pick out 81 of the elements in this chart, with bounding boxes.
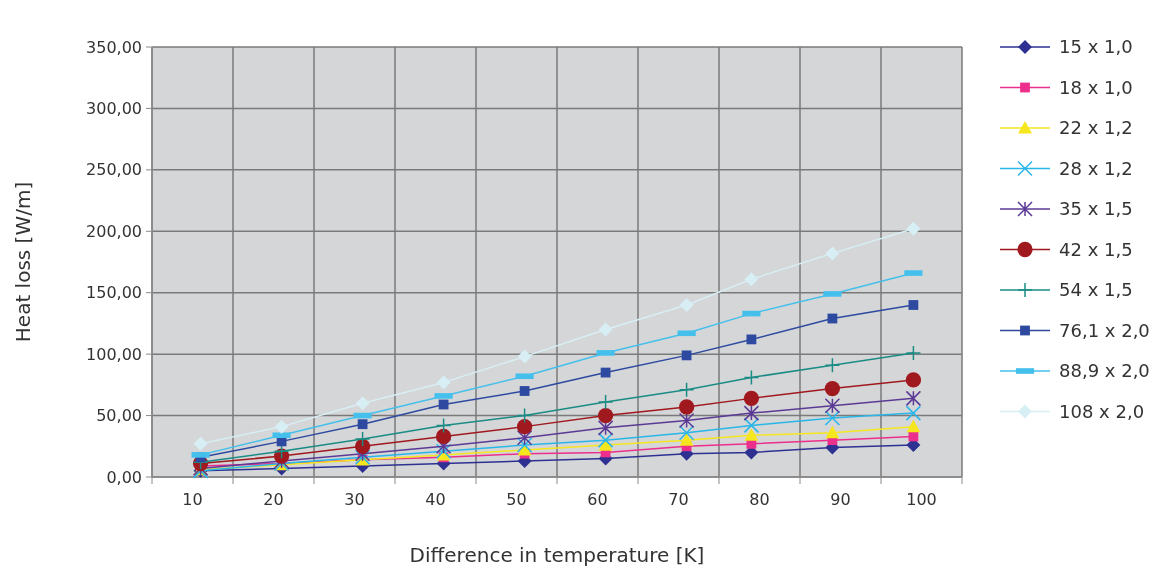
point xyxy=(435,417,452,434)
point xyxy=(597,394,614,410)
point xyxy=(516,429,533,446)
y-tick-label: 250,00 xyxy=(86,160,142,180)
point xyxy=(678,382,695,398)
y-axis-title: Heat loss [W/m] xyxy=(11,181,35,343)
point xyxy=(519,386,530,396)
point xyxy=(438,399,449,410)
legend-label: 42 x 1,5 xyxy=(1059,238,1133,260)
point xyxy=(436,375,451,390)
x-tick-label: 70 xyxy=(668,490,689,509)
x-tick-label: 100 xyxy=(906,490,937,509)
legend-label: 28 x 1,2 xyxy=(1059,157,1133,179)
legend-label: 88,9 x 2,0 xyxy=(1059,360,1150,382)
point xyxy=(274,419,289,434)
point xyxy=(679,298,694,312)
point xyxy=(743,405,760,421)
legend-label: 35 x 1,5 xyxy=(1059,198,1133,220)
point xyxy=(193,436,208,451)
x-tick-label: 90 xyxy=(830,490,851,509)
point xyxy=(744,272,759,287)
legend-label: 108 x 2,0 xyxy=(1059,400,1145,422)
point xyxy=(357,419,368,430)
point xyxy=(598,438,613,451)
y-tick-label: 50,00 xyxy=(96,406,142,426)
point xyxy=(678,425,695,441)
point xyxy=(355,396,370,411)
point xyxy=(681,350,692,361)
point xyxy=(516,407,533,424)
point xyxy=(824,357,841,373)
legend-label: 18 x 1,0 xyxy=(1059,76,1133,98)
point xyxy=(743,417,760,434)
point xyxy=(825,425,840,439)
point xyxy=(354,431,371,447)
y-tick-label: 300,00 xyxy=(86,99,142,119)
point xyxy=(517,349,532,364)
point xyxy=(600,367,611,378)
x-axis-title: Difference in temperature [K] xyxy=(409,543,705,567)
point xyxy=(908,300,919,310)
legend-label: 22 x 1,2 xyxy=(1059,117,1133,139)
point xyxy=(516,437,533,453)
point xyxy=(824,410,841,426)
y-tick-label: 0,00 xyxy=(106,467,142,487)
x-tick-label: 10 xyxy=(182,490,203,509)
point xyxy=(906,419,921,433)
y-tick-label: 200,00 xyxy=(86,221,142,241)
point xyxy=(744,428,759,441)
point xyxy=(354,438,371,454)
point xyxy=(597,420,614,436)
point xyxy=(824,380,841,397)
point xyxy=(598,322,613,337)
y-tick-label: 100,00 xyxy=(86,344,142,364)
y-tick-label: 150,00 xyxy=(86,283,142,303)
point xyxy=(597,432,614,448)
x-tick-label: 80 xyxy=(749,490,770,509)
x-tick-label: 20 xyxy=(263,490,284,509)
point xyxy=(906,221,921,236)
point xyxy=(905,345,922,361)
x-tick-label: 50 xyxy=(506,490,527,509)
legend-label: 76,1 x 2,0 xyxy=(1059,319,1150,341)
point xyxy=(597,407,614,424)
point xyxy=(435,438,452,455)
point xyxy=(516,418,533,435)
x-tick-label: 30 xyxy=(344,490,365,509)
x-tick-label: 40 xyxy=(425,490,446,509)
point xyxy=(678,399,695,415)
point xyxy=(743,369,760,386)
point xyxy=(679,433,694,446)
point xyxy=(825,246,840,261)
point xyxy=(905,390,922,407)
point xyxy=(435,428,452,445)
x-tick-label: 60 xyxy=(587,490,608,509)
y-tick-label: 350,00 xyxy=(86,37,142,57)
point xyxy=(824,397,841,414)
point xyxy=(905,405,922,421)
point xyxy=(743,390,760,407)
legend-label: 54 x 1,5 xyxy=(1059,279,1133,301)
point xyxy=(905,372,922,388)
point xyxy=(435,443,452,459)
point xyxy=(678,412,695,429)
legend-label: 15 x 1,0 xyxy=(1059,36,1133,58)
